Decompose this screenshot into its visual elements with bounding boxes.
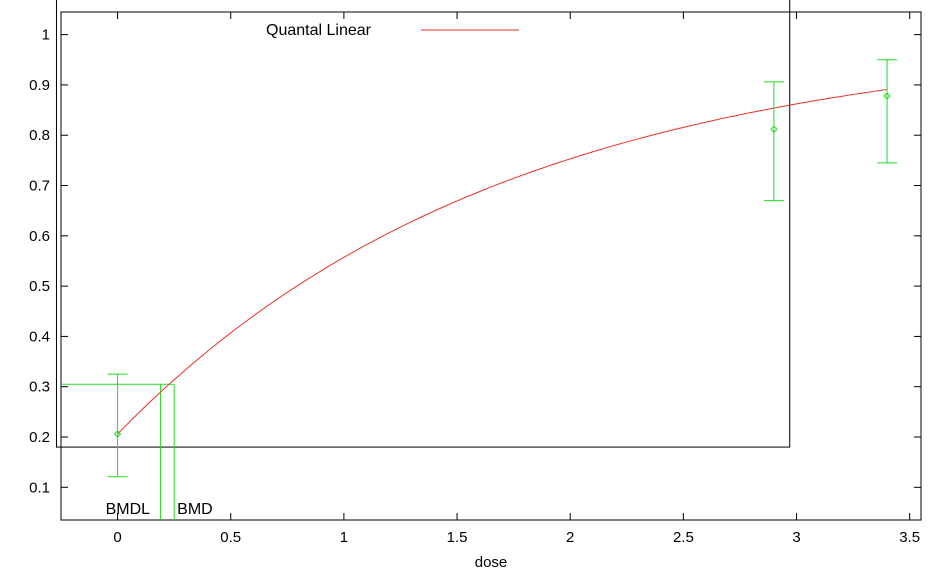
x-tick-label: 3.5: [899, 529, 920, 546]
x-axis: 0 0.5 1 1.5 2 2.5 3 3.5: [113, 12, 920, 546]
y-axis: 0.1 0.2 0.3 0.4 0.5 0.6 0.7 0.8 0.9 1: [29, 27, 921, 496]
observations: [107, 59, 898, 478]
y-tick-label: 0.6: [29, 228, 50, 245]
x-tick-label: 0: [113, 529, 121, 546]
x-tick-label: 2.5: [673, 529, 694, 546]
y-tick-label: 0.1: [29, 479, 50, 496]
x-tick-label: 1: [340, 529, 348, 546]
data-point: [113, 430, 122, 438]
y-tick-label: 1: [42, 27, 50, 44]
y-tick-label: 0.2: [29, 429, 50, 446]
legend-label: Quantal Linear: [266, 22, 372, 39]
x-tick-label: 1.5: [447, 529, 468, 546]
overlay-box: [55, 0, 791, 448]
bmdl-label: BMDL: [106, 501, 151, 518]
x-tick-label: 0.5: [220, 529, 241, 546]
bmd-label: BMD: [177, 501, 213, 518]
x-tick-label: 3: [792, 529, 800, 546]
data-point: [770, 125, 778, 133]
legend: Quantal Linear: [266, 22, 519, 39]
y-tick-label: 0.5: [29, 278, 50, 295]
x-axis-title: dose: [475, 554, 508, 571]
data-point: [883, 92, 891, 100]
y-tick-label: 0.3: [29, 379, 50, 396]
y-tick-label: 0.7: [29, 178, 50, 195]
y-tick-label: 0.8: [29, 127, 50, 144]
plot-frame: [60, 11, 922, 521]
x-tick-label: 2: [566, 529, 574, 546]
y-tick-label: 0.4: [29, 328, 50, 345]
series-line-quantal-linear: [117, 88, 888, 435]
y-tick-label: 0.9: [29, 77, 50, 94]
